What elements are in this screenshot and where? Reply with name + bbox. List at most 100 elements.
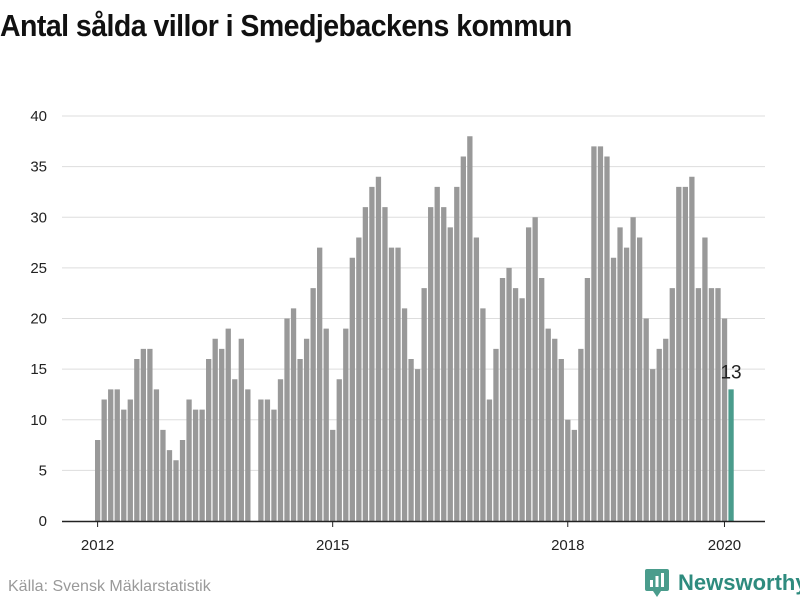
bar bbox=[238, 338, 244, 521]
brand-name: Newsworthy bbox=[678, 570, 800, 595]
bar bbox=[186, 399, 192, 521]
bar bbox=[317, 247, 323, 521]
bar bbox=[558, 359, 564, 521]
bar bbox=[401, 308, 408, 521]
bar bbox=[467, 136, 473, 521]
bar bbox=[617, 227, 623, 521]
y-tick-label: 20 bbox=[30, 311, 47, 328]
bar bbox=[702, 237, 708, 521]
bar bbox=[682, 186, 688, 521]
bar bbox=[375, 176, 382, 521]
x-axis: 2012 2015 2018 2020 bbox=[62, 520, 765, 554]
y-axis-labels: 0 5 10 15 20 25 30 35 40 bbox=[30, 108, 47, 530]
bar bbox=[356, 237, 362, 521]
bar bbox=[565, 419, 571, 521]
bar bbox=[512, 288, 519, 521]
bar bbox=[414, 369, 421, 521]
bar bbox=[349, 257, 355, 521]
bar bbox=[571, 429, 577, 521]
bar bbox=[284, 318, 290, 521]
chart-title: Antal sålda villor i Smedjebackens kommu… bbox=[0, 8, 572, 43]
bar bbox=[95, 440, 101, 521]
bar bbox=[369, 186, 375, 521]
bar bbox=[408, 359, 414, 521]
bar bbox=[525, 227, 532, 521]
bar bbox=[447, 227, 453, 521]
bar bbox=[192, 409, 199, 521]
bar bbox=[604, 156, 610, 521]
bar bbox=[486, 399, 493, 521]
bar bbox=[388, 247, 395, 521]
bar bbox=[290, 308, 297, 521]
bar bbox=[578, 348, 584, 521]
bar bbox=[636, 237, 643, 521]
bar bbox=[610, 257, 617, 521]
highlight-value-label: 13 bbox=[720, 362, 741, 383]
bar bbox=[330, 429, 336, 521]
y-tick-label: 25 bbox=[30, 260, 47, 277]
bar bbox=[597, 146, 604, 521]
bar bbox=[310, 288, 316, 521]
bar bbox=[454, 186, 460, 521]
bar bbox=[532, 217, 538, 521]
bar bbox=[480, 308, 486, 521]
bar bbox=[539, 278, 545, 521]
bar bbox=[127, 399, 133, 521]
bar bbox=[212, 338, 218, 521]
bar bbox=[362, 207, 369, 521]
bar bbox=[663, 338, 669, 521]
y-tick-label: 35 bbox=[30, 159, 47, 176]
bar bbox=[630, 217, 636, 521]
bar bbox=[303, 338, 310, 521]
bar bbox=[395, 247, 401, 521]
bar bbox=[160, 429, 166, 521]
bar bbox=[101, 399, 107, 521]
y-tick-label: 15 bbox=[30, 361, 47, 378]
bar bbox=[225, 328, 231, 521]
bar bbox=[219, 348, 225, 521]
bar bbox=[669, 288, 675, 521]
bar bbox=[121, 409, 127, 521]
bar bbox=[114, 389, 120, 521]
bar bbox=[166, 450, 173, 521]
bar bbox=[258, 399, 264, 521]
bar bbox=[147, 348, 153, 521]
bar bbox=[140, 348, 147, 521]
x-tick-label: 2015 bbox=[316, 537, 349, 554]
bar bbox=[382, 207, 388, 521]
x-tick-label: 2020 bbox=[708, 537, 741, 554]
bar bbox=[545, 328, 551, 521]
bar bbox=[336, 379, 342, 521]
bar bbox=[519, 298, 525, 521]
x-tick-label: 2018 bbox=[551, 537, 584, 554]
bar bbox=[428, 207, 434, 521]
y-tick-label: 5 bbox=[39, 462, 47, 479]
bar bbox=[715, 288, 721, 521]
bar bbox=[506, 267, 512, 521]
bars bbox=[95, 136, 734, 521]
bar bbox=[179, 440, 186, 521]
bar bbox=[441, 207, 447, 521]
bar bbox=[473, 237, 480, 521]
bar bbox=[656, 348, 662, 521]
x-tick-label: 2012 bbox=[81, 537, 114, 554]
bar bbox=[493, 348, 499, 521]
bar bbox=[232, 379, 238, 521]
bar bbox=[343, 328, 349, 521]
bar bbox=[206, 359, 212, 521]
bar bbox=[650, 369, 656, 521]
bar bbox=[153, 389, 160, 521]
bar bbox=[643, 318, 649, 521]
bar bbox=[108, 389, 114, 521]
bar bbox=[689, 176, 695, 521]
bar bbox=[499, 278, 506, 521]
brand: Newsworthy bbox=[644, 568, 800, 598]
bar bbox=[245, 389, 251, 521]
bar bbox=[173, 460, 179, 521]
bar bbox=[277, 379, 284, 521]
bar bbox=[434, 186, 440, 521]
y-tick-label: 10 bbox=[30, 412, 47, 429]
bar bbox=[695, 288, 702, 521]
bar bbox=[264, 399, 271, 521]
